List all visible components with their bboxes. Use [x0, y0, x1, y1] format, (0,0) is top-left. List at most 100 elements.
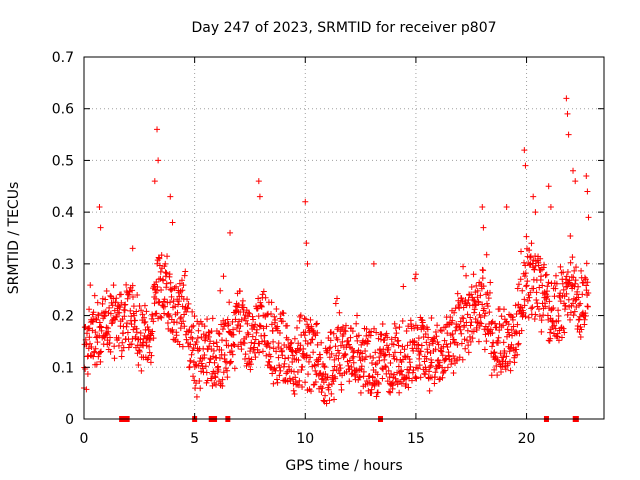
- data-point: [163, 284, 170, 291]
- data-point: [362, 347, 369, 354]
- data-point: [210, 353, 217, 360]
- data-point: [287, 340, 294, 347]
- data-point: [339, 324, 346, 331]
- data-point: [146, 335, 153, 342]
- data-point: [441, 337, 448, 344]
- data-point: [169, 219, 176, 226]
- data-point: [432, 346, 439, 353]
- data-point: [312, 367, 319, 374]
- data-point: [300, 345, 307, 352]
- data-point: [503, 353, 510, 360]
- data-point: [563, 95, 570, 102]
- data-point: [291, 390, 298, 397]
- data-point: [201, 323, 208, 330]
- data-point: [225, 321, 232, 328]
- data-point: [439, 374, 446, 381]
- data-point: [296, 347, 303, 354]
- data-point: [217, 287, 224, 294]
- data-point: [485, 295, 492, 302]
- data-point: [127, 307, 134, 314]
- data-point: [521, 273, 528, 280]
- data-point: [93, 316, 100, 323]
- data-point: [125, 344, 132, 351]
- data-point: [277, 315, 284, 322]
- data-point: [418, 316, 425, 323]
- data-point: [157, 313, 164, 320]
- data-point: [562, 276, 569, 283]
- data-point: [86, 306, 93, 313]
- data-point: [204, 377, 211, 384]
- data-point: [91, 349, 98, 356]
- data-point: [538, 317, 545, 324]
- data-point: [236, 328, 243, 335]
- data-point: [179, 343, 186, 350]
- data-point: [299, 363, 306, 370]
- data-point: [480, 283, 487, 290]
- data-point: [585, 214, 592, 221]
- data-point: [334, 347, 341, 354]
- data-point: [494, 372, 501, 379]
- data-point: [498, 313, 505, 320]
- data-point: [449, 331, 456, 338]
- data-point: [222, 365, 229, 372]
- data-point: [132, 317, 139, 324]
- data-point: [379, 375, 386, 382]
- data-point: [247, 361, 254, 368]
- data-point: [273, 376, 280, 383]
- data-point: [302, 379, 309, 386]
- data-point: [193, 339, 200, 346]
- data-point: [249, 333, 256, 340]
- data-point: [538, 328, 545, 335]
- data-point: [247, 366, 254, 373]
- data-point: [188, 329, 195, 336]
- data-point: [537, 255, 544, 262]
- data-point: [371, 325, 378, 332]
- data-point: [524, 278, 531, 285]
- data-point: [567, 232, 574, 239]
- data-point: [398, 358, 405, 365]
- data-point: [502, 366, 509, 373]
- data-point: [294, 368, 301, 375]
- data-point: [204, 316, 211, 323]
- data-point: [113, 313, 120, 320]
- data-point: [180, 282, 187, 289]
- data-point: [370, 260, 377, 267]
- data-point: [166, 271, 173, 278]
- data-point: [118, 299, 125, 306]
- data-point: [584, 303, 591, 310]
- data-point: [499, 363, 506, 370]
- data-point: [515, 341, 522, 348]
- data-point: [123, 323, 130, 330]
- data-point: [327, 337, 334, 344]
- data-point: [99, 300, 106, 307]
- data-point: [173, 319, 180, 326]
- data-point: [531, 266, 538, 273]
- data-point: [392, 325, 399, 332]
- data-point: [532, 209, 539, 216]
- data-point: [103, 287, 110, 294]
- data-point: [438, 348, 445, 355]
- data-point: [435, 341, 442, 348]
- data-point: [240, 304, 247, 311]
- data-point: [338, 381, 345, 388]
- data-point: [372, 349, 379, 356]
- data-point: [128, 341, 135, 348]
- data-point: [243, 307, 250, 314]
- data-point: [422, 371, 429, 378]
- data-point: [146, 343, 153, 350]
- data-point: [374, 389, 381, 396]
- data-point: [457, 318, 464, 325]
- data-point: [164, 253, 171, 260]
- data-point: [575, 294, 582, 301]
- data-point: [178, 314, 185, 321]
- data-point: [479, 203, 486, 210]
- data-point: [243, 362, 250, 369]
- data-point: [227, 229, 234, 236]
- data-point: [312, 378, 319, 385]
- data-point: [475, 338, 482, 345]
- data-point: [451, 309, 458, 316]
- data-point: [244, 329, 251, 336]
- data-point: [256, 349, 263, 356]
- data-point: [256, 193, 263, 200]
- data-point: [106, 304, 113, 311]
